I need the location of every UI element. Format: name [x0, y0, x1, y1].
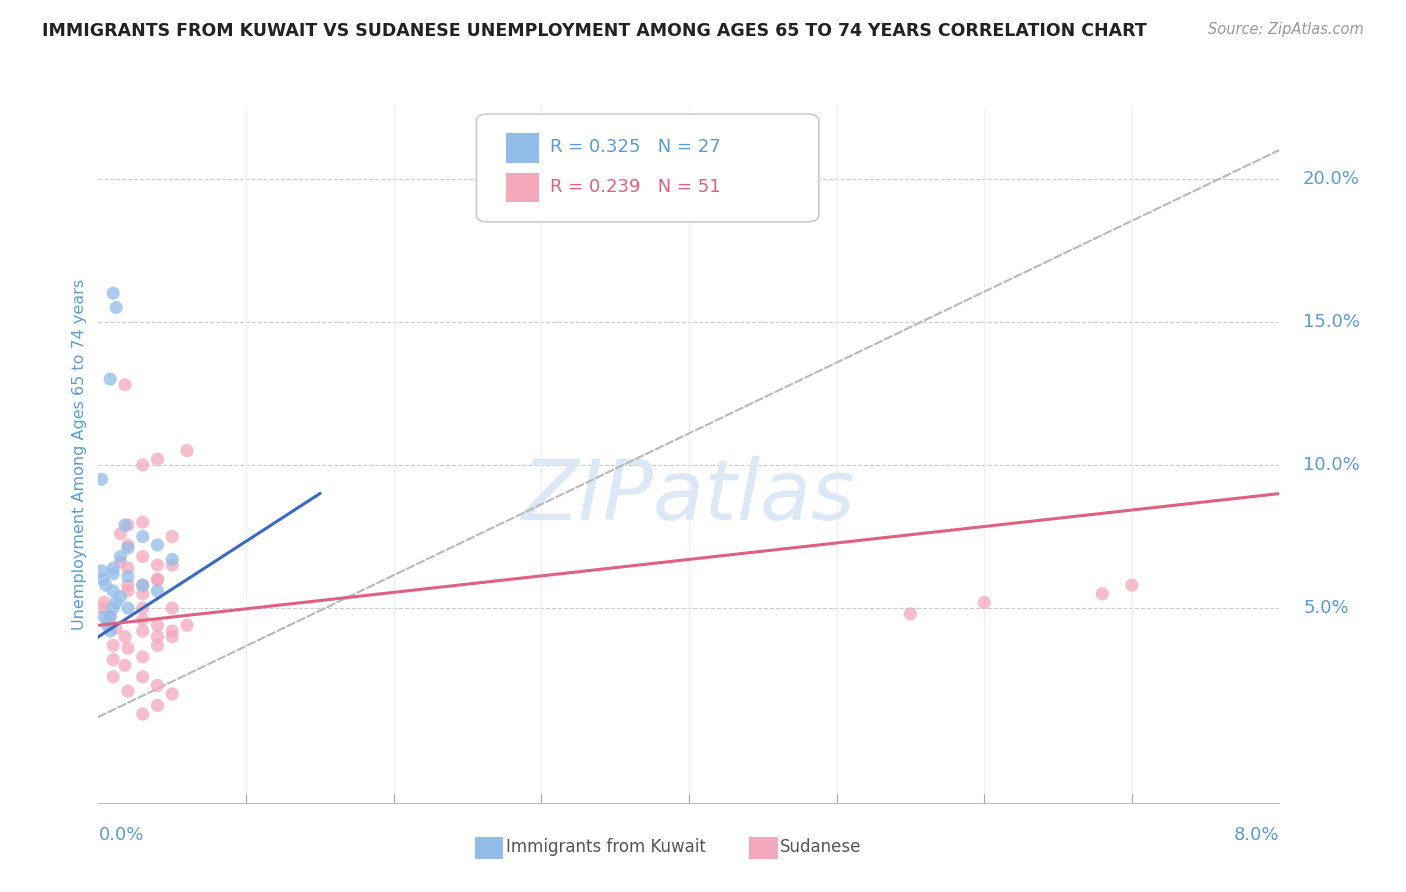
Point — [132, 549, 155, 564]
Text: Immigrants from Kuwait: Immigrants from Kuwait — [506, 838, 706, 856]
Point — [132, 601, 155, 615]
Point — [132, 578, 155, 592]
Point — [146, 573, 169, 587]
Point — [114, 630, 136, 644]
Point — [898, 607, 921, 621]
Text: 10.0%: 10.0% — [1303, 456, 1360, 474]
Point — [103, 653, 124, 667]
Point — [132, 706, 155, 721]
Point — [146, 698, 169, 713]
Point — [110, 555, 132, 569]
Point — [146, 558, 169, 573]
Point — [103, 566, 124, 581]
Text: 15.0%: 15.0% — [1303, 313, 1360, 331]
Point — [132, 624, 155, 638]
Point — [93, 609, 115, 624]
Point — [117, 569, 139, 583]
Point — [146, 452, 169, 467]
Point — [132, 587, 155, 601]
Point — [103, 561, 124, 575]
Point — [103, 583, 124, 598]
Point — [132, 649, 155, 664]
Point — [105, 621, 128, 635]
Point — [114, 377, 136, 392]
Text: ZIPatlas: ZIPatlas — [522, 456, 856, 537]
Point — [162, 687, 183, 701]
Point — [1121, 578, 1143, 592]
Point — [105, 595, 128, 609]
Point — [93, 595, 115, 609]
Point — [114, 658, 136, 673]
Text: R = 0.325   N = 27: R = 0.325 N = 27 — [550, 138, 720, 156]
Point — [91, 573, 114, 587]
Point — [91, 601, 114, 615]
Point — [1091, 587, 1114, 601]
Point — [103, 601, 124, 615]
Point — [132, 670, 155, 684]
Point — [162, 558, 183, 573]
Point — [117, 561, 139, 575]
Point — [162, 630, 183, 644]
Point — [103, 638, 124, 652]
Point — [176, 618, 198, 632]
Point — [98, 624, 121, 638]
Text: Source: ZipAtlas.com: Source: ZipAtlas.com — [1208, 22, 1364, 37]
Point — [98, 609, 121, 624]
Point — [98, 372, 121, 386]
Text: R = 0.239   N = 51: R = 0.239 N = 51 — [550, 178, 720, 196]
Text: 20.0%: 20.0% — [1303, 169, 1360, 187]
Y-axis label: Unemployment Among Ages 65 to 74 years: Unemployment Among Ages 65 to 74 years — [72, 279, 87, 631]
Point — [94, 578, 117, 592]
Text: Sudanese: Sudanese — [780, 838, 862, 856]
FancyBboxPatch shape — [477, 114, 818, 222]
Point — [96, 618, 118, 632]
FancyBboxPatch shape — [506, 173, 538, 202]
Point — [117, 541, 139, 555]
Point — [117, 641, 139, 656]
Point — [146, 573, 169, 587]
Point — [114, 518, 136, 533]
Point — [162, 529, 183, 543]
Point — [105, 301, 128, 315]
Point — [176, 443, 198, 458]
Point — [146, 678, 169, 692]
Point — [98, 609, 121, 624]
Text: 0.0%: 0.0% — [98, 826, 143, 844]
Point — [162, 601, 183, 615]
Point — [132, 578, 155, 592]
Point — [146, 583, 169, 598]
Point — [973, 595, 995, 609]
Point — [110, 590, 132, 604]
Point — [103, 286, 124, 301]
Point — [117, 578, 139, 592]
Point — [132, 458, 155, 472]
Point — [162, 624, 183, 638]
Point — [110, 549, 132, 564]
Point — [117, 601, 139, 615]
Text: 8.0%: 8.0% — [1234, 826, 1279, 844]
Point — [90, 472, 112, 486]
Point — [110, 526, 132, 541]
Point — [117, 684, 139, 698]
Point — [146, 638, 169, 652]
Point — [146, 538, 169, 552]
Text: 5.0%: 5.0% — [1303, 599, 1348, 617]
Text: IMMIGRANTS FROM KUWAIT VS SUDANESE UNEMPLOYMENT AMONG AGES 65 TO 74 YEARS CORREL: IMMIGRANTS FROM KUWAIT VS SUDANESE UNEMP… — [42, 22, 1147, 40]
Point — [117, 583, 139, 598]
FancyBboxPatch shape — [506, 134, 538, 162]
Point — [90, 564, 112, 578]
Point — [146, 630, 169, 644]
Point — [146, 618, 169, 632]
Point — [117, 538, 139, 552]
Point — [132, 515, 155, 529]
Point — [117, 518, 139, 533]
Point — [103, 670, 124, 684]
Point — [162, 552, 183, 566]
Point — [132, 613, 155, 627]
Point — [132, 529, 155, 543]
